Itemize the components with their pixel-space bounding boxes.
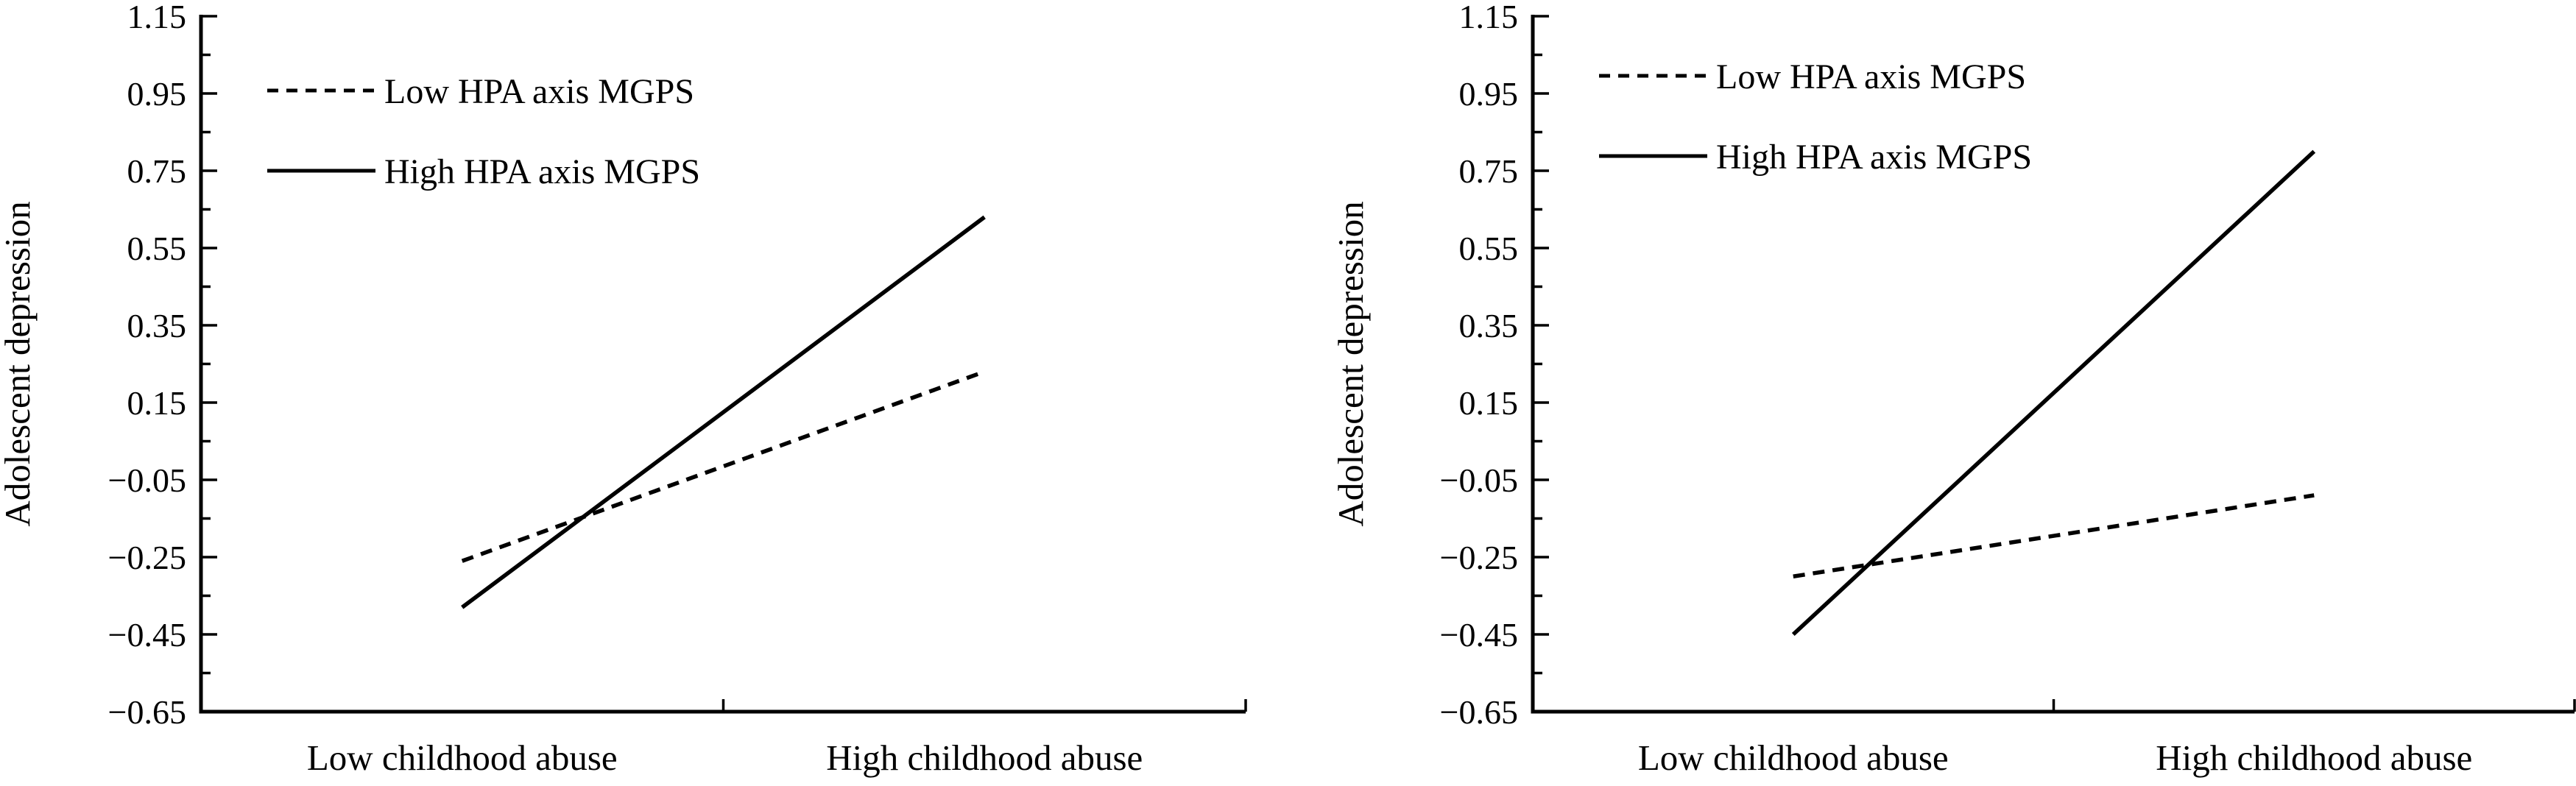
y-tick-label: 1.15 (127, 0, 187, 35)
legend-label: High HPA axis MGPS (1716, 138, 2032, 177)
legend-label: Low HPA axis MGPS (384, 72, 694, 111)
x-category-label: High childhood abuse (826, 737, 1143, 778)
x-category-label: Low childhood abuse (307, 737, 618, 778)
y-axis-title: Adolescent depression (0, 201, 38, 526)
y-tick-label: 0.75 (1459, 152, 1519, 190)
legend-label: High HPA axis MGPS (384, 152, 700, 191)
y-tick-label: 0.15 (1459, 384, 1519, 422)
y-tick-label: 0.35 (127, 307, 187, 344)
series-line-solid (461, 215, 986, 609)
legend-label: Low HPA axis MGPS (1716, 57, 2026, 96)
y-axis-title: Adolescent depression (1332, 201, 1371, 526)
right-chart-panel: 1.15 0.95 0.75 0.55 0.35 0.15 −0.05 −0.25 −0.45 −… (1332, 0, 2576, 778)
series-line-solid (1791, 149, 2316, 637)
y-tick-label: 0.55 (1459, 230, 1519, 267)
y-tick-label: −0.25 (108, 539, 186, 576)
y-tick-label: 0.95 (127, 75, 187, 113)
x-category-label: Low childhood abuse (1638, 737, 1949, 778)
y-tick-label: −0.65 (108, 693, 186, 731)
y-tick-label: −0.05 (1440, 461, 1518, 499)
y-tick-label: −0.25 (1440, 539, 1518, 576)
series-line-dashed (1793, 493, 2315, 578)
y-tick-label: −0.45 (108, 616, 186, 654)
y-tick-label: −0.05 (108, 461, 186, 499)
y-tick-label: 0.35 (1459, 307, 1519, 344)
y-tick-label: −0.45 (1440, 616, 1518, 654)
y-tick-label: 1.15 (1459, 0, 1519, 35)
y-tick-label: 0.55 (127, 230, 187, 267)
series-line-dashed (461, 369, 986, 563)
y-tick-label: 0.95 (1459, 75, 1519, 113)
y-tick-label: 0.75 (127, 152, 187, 190)
x-category-label: High childhood abuse (2156, 737, 2472, 778)
y-tick-label: −0.65 (1440, 693, 1518, 731)
left-chart-panel: 1.15 0.95 0.75 0.55 0.35 0.15 −0.05 −0.25 −0.45 −… (0, 0, 1247, 778)
y-tick-label: 0.15 (127, 384, 187, 422)
